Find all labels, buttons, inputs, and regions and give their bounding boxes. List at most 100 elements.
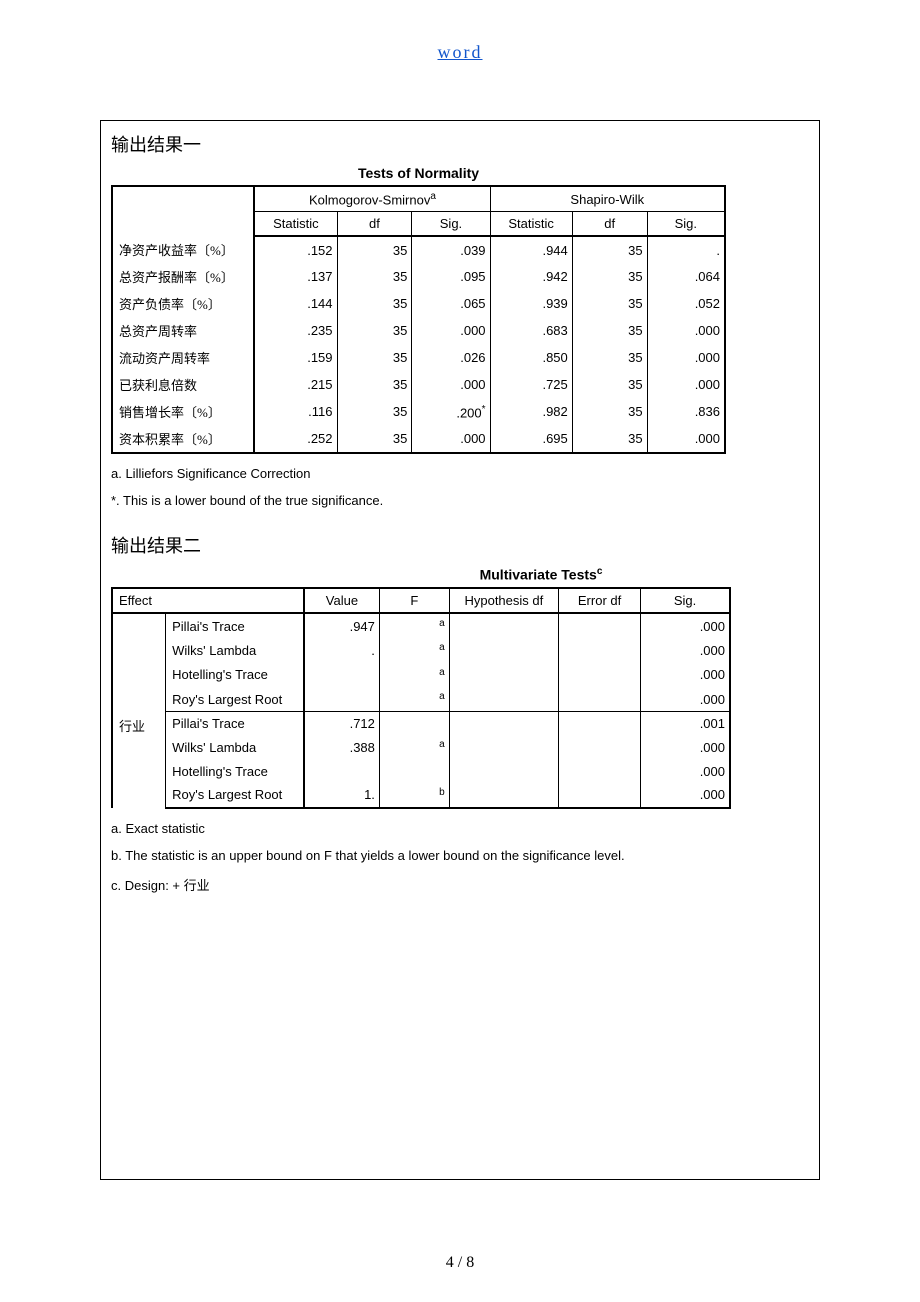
t2-sig: .000: [641, 613, 730, 638]
t1-cell: .000: [647, 344, 725, 371]
t2-hdf: [449, 613, 558, 638]
table-row: 资本积累率〔%〕.25235.000.69535.000: [112, 425, 725, 453]
multivariate-table: Effect Value F Hypothesis df Error df Si…: [111, 587, 731, 809]
t1-cell: .026: [412, 344, 490, 371]
t1-row-label: 资产负债率〔%〕: [112, 290, 254, 317]
table-row: 流动资产周转率.15935.026.85035.000: [112, 344, 725, 371]
normality-table: Kolmogorov-Smirnova Shapiro-Wilk Statist…: [111, 185, 726, 454]
t1-cell: .000: [647, 425, 725, 453]
t2-f: b: [379, 783, 449, 808]
table-row: Hotelling's Tracea.000: [112, 663, 730, 687]
t2-value: [304, 663, 379, 687]
t2-sig: .000: [641, 735, 730, 759]
t2-sig: .001: [641, 712, 730, 736]
t2-stat-name: Wilks' Lambda: [166, 638, 304, 662]
t1-group2-header: Shapiro-Wilk: [490, 186, 725, 212]
t2-value: [304, 760, 379, 783]
t2-sig: .000: [641, 663, 730, 687]
t2-value: .947: [304, 613, 379, 638]
t1-cell: 35: [337, 398, 412, 425]
t2-footnote-0: a. Exact statistic: [111, 821, 819, 836]
t2-h-edf: Error df: [559, 588, 641, 613]
t2-value: .712: [304, 712, 379, 736]
t1-sub-2: Sig.: [412, 212, 490, 237]
table2-title-sup: c: [597, 566, 603, 577]
t1-cell: .695: [490, 425, 572, 453]
t1-group1-header: Kolmogorov-Smirnova: [254, 186, 490, 212]
t1-cell: 35: [337, 371, 412, 398]
t1-cell: .095: [412, 263, 490, 290]
t1-cell: 35: [572, 425, 647, 453]
table-row: Hotelling's Trace .000: [112, 760, 730, 783]
table-row: 资产负债率〔%〕.14435.065.93935.052: [112, 290, 725, 317]
t2-h-hdf: Hypothesis df: [449, 588, 558, 613]
t2-edf: [559, 760, 641, 783]
table-row: Wilks' Lambda.a.000: [112, 638, 730, 662]
t1-cell: 35: [337, 344, 412, 371]
t2-value: [304, 687, 379, 712]
t2-header-row: Effect Value F Hypothesis df Error df Si…: [112, 588, 730, 613]
table-row: 净资产收益率〔%〕.15235.039.94435.: [112, 236, 725, 263]
t2-edf: [559, 687, 641, 712]
t2-footnote-1: b. The statistic is an upper bound on F …: [111, 848, 819, 863]
table-row: Roy's Largest Root1.b.000: [112, 783, 730, 808]
t1-cell: 35: [572, 290, 647, 317]
t1-cell: 35: [572, 236, 647, 263]
t2-f: [379, 760, 449, 783]
t2-value: 1.: [304, 783, 379, 808]
t1-sub-4: df: [572, 212, 647, 237]
t1-cell: 35: [337, 425, 412, 453]
t1-cell: .836: [647, 398, 725, 425]
t1-cell: .144: [254, 290, 337, 317]
t2-f: [379, 712, 449, 736]
section1-title: 输出结果一: [111, 131, 819, 157]
t1-sub-3: Statistic: [490, 212, 572, 237]
t1-footnote-0: a. Lilliefors Significance Correction: [111, 466, 819, 481]
t1-cell: .000: [647, 371, 725, 398]
t1-group1-label: Kolmogorov-Smirnov: [309, 192, 430, 207]
t1-row-label: 总资产报酬率〔%〕: [112, 263, 254, 290]
t2-stat-name: Hotelling's Trace: [166, 760, 304, 783]
t2-edf: [559, 613, 641, 638]
t1-cell: .252: [254, 425, 337, 453]
t2-h-f: F: [379, 588, 449, 613]
t2-value: .: [304, 638, 379, 662]
t2-sig: .000: [641, 687, 730, 712]
t2-f: a: [379, 687, 449, 712]
t2-stat-name: Roy's Largest Root: [166, 783, 304, 808]
t2-sig: .000: [641, 760, 730, 783]
t2-f: a: [379, 735, 449, 759]
t1-cell: 35: [572, 398, 647, 425]
t1-cell: .137: [254, 263, 337, 290]
t2-stat-name: Pillai's Trace: [166, 613, 304, 638]
t2-hdf: [449, 687, 558, 712]
t1-cell: .850: [490, 344, 572, 371]
t1-cell: .116: [254, 398, 337, 425]
t2-edf: [559, 712, 641, 736]
t1-cell: .065: [412, 290, 490, 317]
t1-row-label: 总资产周转率: [112, 317, 254, 344]
t1-cell: .064: [647, 263, 725, 290]
t1-cell: .000: [412, 371, 490, 398]
t2-effect-label: 行业: [112, 712, 166, 808]
t2-h-value: Value: [304, 588, 379, 613]
t1-cell: .939: [490, 290, 572, 317]
header-link[interactable]: word: [0, 42, 920, 63]
t2-body: Pillai's Trace.947a.000Wilks' Lambda.a.0…: [112, 613, 730, 808]
t2-hdf: [449, 638, 558, 662]
t2-h-effect: Effect: [112, 588, 304, 613]
t2-hdf: [449, 663, 558, 687]
t1-cell: .: [647, 236, 725, 263]
t2-edf: [559, 663, 641, 687]
t1-cell: .152: [254, 236, 337, 263]
t1-body: 净资产收益率〔%〕.15235.039.94435.总资产报酬率〔%〕.1373…: [112, 236, 725, 453]
t1-row-label: 资本积累率〔%〕: [112, 425, 254, 453]
t2-edf: [559, 783, 641, 808]
t2-stat-name: Pillai's Trace: [166, 712, 304, 736]
table-row: 行业Pillai's Trace.712.001: [112, 712, 730, 736]
t1-row-label: 销售增长率〔%〕: [112, 398, 254, 425]
t1-cell: 35: [337, 290, 412, 317]
t1-cell: 35: [337, 263, 412, 290]
t2-hdf: [449, 760, 558, 783]
table-row: Wilks' Lambda.388a.000: [112, 735, 730, 759]
